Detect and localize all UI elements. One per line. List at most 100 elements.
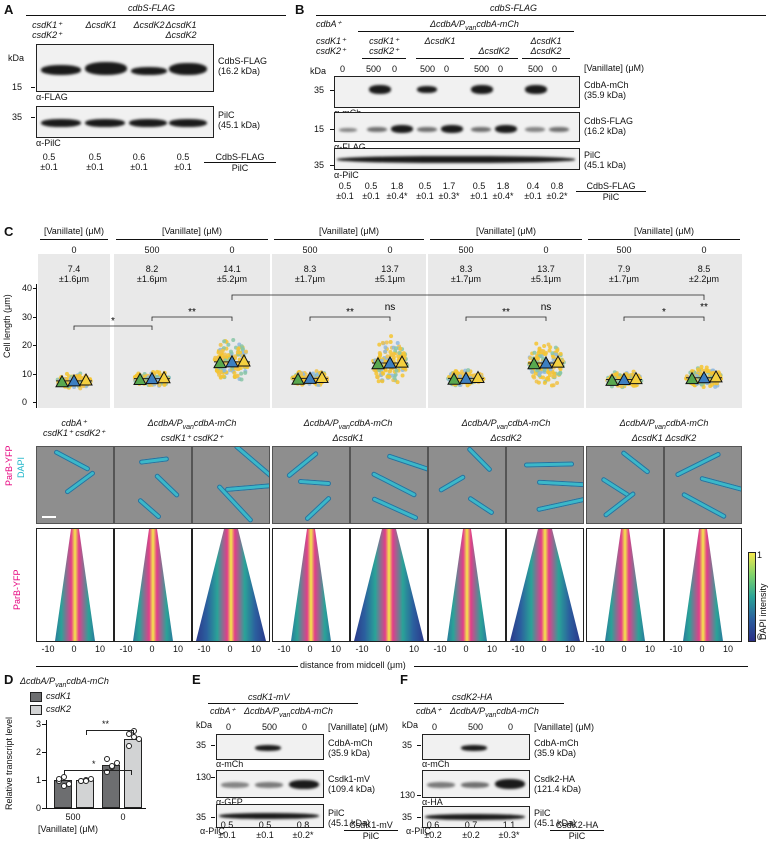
panel-f-ratio-3: 1.1 ±0.3* <box>494 820 524 840</box>
panel-c-length-sd: ±5.1μm <box>530 274 562 284</box>
panel-d-xtick-1: 500 <box>65 812 81 822</box>
panel-c-ytick-mark-10 <box>33 373 37 375</box>
panel-b-van-6: 500 <box>474 64 490 74</box>
panel-c-van-3-1: 500 <box>302 245 318 255</box>
panel-c-colorbar-min: 0 <box>757 632 763 642</box>
panel-b-ratio-sd: ±0.3* <box>438 191 460 201</box>
panel-b-genotype-4: ΔcsdK1 ΔcsdK2 <box>530 36 562 56</box>
panel-b-strain-wt: cdbA⁺ <box>316 19 342 29</box>
cell <box>620 449 652 475</box>
panel-c-sig-4: ** <box>502 307 510 318</box>
panel-c-micrograph-2 <box>114 446 192 524</box>
cell <box>304 494 333 522</box>
panel-b-ratio-value: 0.4 <box>526 181 540 191</box>
panel-e-ratio-3: 0.8 ±0.2* <box>288 820 318 840</box>
panel-c-demograph-7 <box>506 528 584 642</box>
panel-c-group-vanillate-label-1: [Vanillate] (μM) <box>43 226 105 236</box>
panel-c-van-3-2: 0 <box>387 245 393 255</box>
panel-e-ratio-label: CsdK1-mV PilC <box>344 820 398 841</box>
panel-c-bracket-3 <box>309 316 391 321</box>
panel-c-length-mean: 8.2 <box>145 264 159 274</box>
panel-c-xtick: -10 <box>119 644 133 654</box>
panel-e-vanillate-label: [Vanillate] (μM) <box>328 722 389 732</box>
cell <box>136 496 162 520</box>
cell <box>536 479 583 488</box>
panel-c-strain-label-4: ΔcdbA/PvancdbA-mCh ΔcsdK2 <box>436 418 576 443</box>
cell <box>371 495 420 521</box>
panel-c-xtick: 10 <box>172 644 183 654</box>
panel-e-van-2: 500 <box>262 722 278 732</box>
panel-c-replicate-mean <box>237 353 251 367</box>
panel-f-blot-ha <box>422 770 530 798</box>
panel-a-blot-pilc <box>36 106 214 138</box>
panel-d-bar-1 <box>54 780 72 808</box>
panel-f-ratio-1: 0.6 ±0.2 <box>418 820 448 840</box>
cell <box>233 447 269 480</box>
panel-c-strain-label-line1: ΔcdbA/PvancdbA-mCh <box>303 418 393 431</box>
panel-f-ratio-2: 0.7 ±0.2 <box>456 820 486 840</box>
panel-f-ratio-value: 0.7 <box>464 820 478 830</box>
panel-e-blot-mv <box>216 770 324 798</box>
panel-e-blot-mch <box>216 734 324 760</box>
panel-c-micrograph-8 <box>586 446 664 524</box>
panel-b-ratio-6: 0.5 ±0.1 <box>466 181 492 201</box>
demograph-fill <box>354 529 424 641</box>
panel-c-van-5-2: 0 <box>701 245 707 255</box>
panel-d-point <box>61 782 67 789</box>
panel-b-ab-2: α-FLAG <box>334 142 366 152</box>
panel-c-group-rule-1 <box>40 239 108 240</box>
cell <box>298 479 332 487</box>
panel-c-xtick: 10 <box>408 644 419 654</box>
panel-f-title: csdK2-HA <box>452 692 493 702</box>
panel-d-point <box>83 777 89 784</box>
panel-b-title: cdbS-FLAG <box>490 3 538 13</box>
cell <box>64 469 96 496</box>
panel-c-mic-label-dapi: DAPI <box>16 456 26 478</box>
panel-c-length-sd: ±1.7μm <box>450 274 482 284</box>
panel-c-length-3-2: 13.7 ±5.1μm <box>360 264 420 284</box>
panel-c-sig-3: ** <box>346 307 354 318</box>
cell <box>153 472 180 499</box>
panel-c-xtick: 10 <box>644 644 655 654</box>
panel-e-strain-del: ΔcdbA/PvancdbA-mCh <box>244 706 333 719</box>
panel-f-blot-mch <box>422 734 530 760</box>
demograph-fill <box>196 529 266 641</box>
panel-c-strain-label-5: ΔcdbA/PvancdbA-mCh ΔcsdK1 ΔcsdK2 <box>594 418 734 443</box>
panel-b-ratio-8: 0.4 ±0.1 <box>520 181 546 201</box>
panel-c-sig-1: * <box>111 316 115 327</box>
panel-e-van-1: 0 <box>226 722 232 732</box>
panel-d-legend-swatch-2 <box>30 705 42 715</box>
demograph-fill <box>510 529 580 641</box>
cell <box>53 448 91 472</box>
panel-c-mic-label-parb: ParB-YFP <box>4 445 14 486</box>
panel-c-strain-label-3: ΔcdbA/PvancdbA-mCh ΔcsdK1 <box>278 418 418 443</box>
panel-e-ab-1: α-mCh <box>216 759 244 769</box>
panel-f-mw-3: 35 <box>402 812 413 822</box>
panel-b-ratio-7: 1.8 ±0.4* <box>490 181 516 201</box>
panel-c-demograph-4 <box>272 528 350 642</box>
panel-a-letter: A <box>4 2 14 17</box>
cell <box>680 490 727 520</box>
panel-c-bracket-long <box>231 294 705 300</box>
panel-d-ytick-mark <box>42 724 46 725</box>
panel-c-length-mean: 13.7 <box>381 264 399 274</box>
panel-c-replicate-mean <box>697 370 711 384</box>
panel-b-ratio-5: 1.7 ±0.3* <box>436 181 462 201</box>
panel-b-ratio-sd: ±0.1 <box>336 191 354 201</box>
panel-b-kda: kDa <box>310 66 327 76</box>
panel-c-colorbar-max: 1 <box>757 550 763 560</box>
cell <box>224 482 269 492</box>
panel-b-ratio-value: 1.8 <box>496 181 510 191</box>
panel-c-replicate-mean <box>67 373 81 387</box>
panel-c-xtick: 0 <box>149 644 155 654</box>
panel-b-ratio-sd: ±0.1 <box>524 191 542 201</box>
panel-c-xtick: 10 <box>330 644 341 654</box>
panel-c-xtick: 0 <box>699 644 705 654</box>
panel-c-swarm-2 <box>132 369 172 388</box>
panel-b-genotype-2: ΔcsdK1 <box>424 36 456 46</box>
panel-c-micrograph-3 <box>192 446 270 524</box>
panel-c-strain-label-line2: csdK1⁺ csdK2⁺ <box>42 428 106 438</box>
panel-b-ratio-4: 0.5 ±0.1 <box>412 181 438 201</box>
panel-e-protein-3: PilC (45.1 kDa) <box>328 808 371 828</box>
panel-b-ratio-9: 0.8 ±0.2* <box>544 181 570 201</box>
